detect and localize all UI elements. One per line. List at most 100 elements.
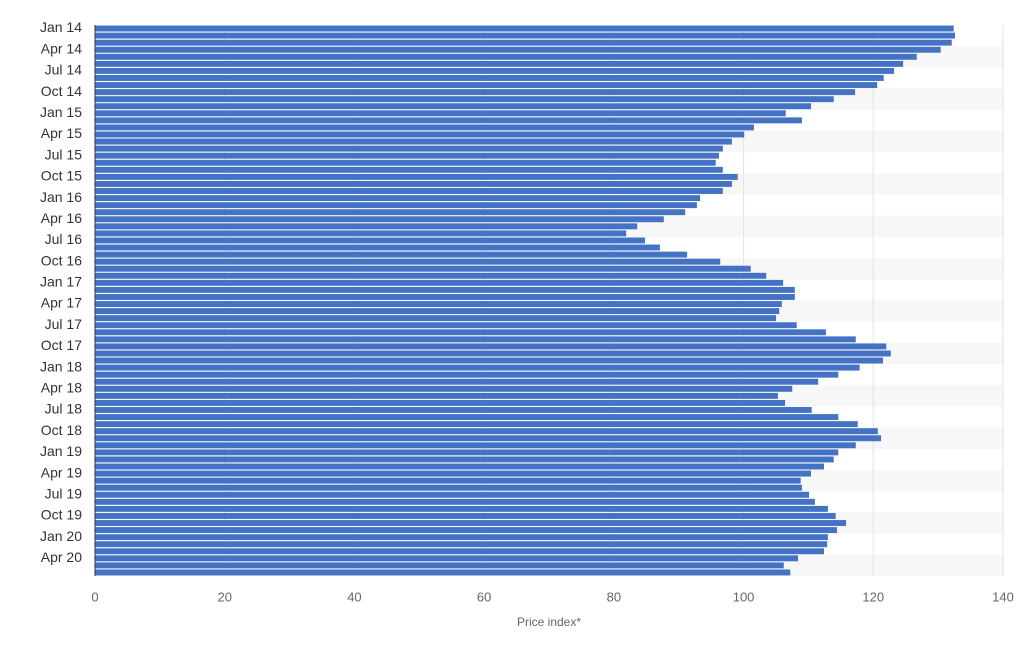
- bar: [95, 209, 686, 216]
- y-tick-label: Apr 15: [41, 125, 82, 141]
- x-tick-label: 0: [91, 589, 98, 604]
- y-tick-label: Jan 18: [40, 358, 82, 374]
- bar: [95, 53, 917, 60]
- y-tick-label: Jul 17: [45, 316, 83, 332]
- bar: [95, 138, 732, 145]
- y-tick-label: Apr 14: [41, 40, 82, 56]
- bar: [95, 124, 754, 131]
- bar: [95, 357, 884, 364]
- y-tick-label: Apr 19: [41, 464, 82, 480]
- bar: [95, 421, 858, 428]
- bar: [95, 449, 839, 456]
- bar: [95, 258, 721, 265]
- y-tick-label: Jul 15: [45, 146, 83, 162]
- bar: [95, 343, 887, 350]
- x-tick-label: 100: [733, 589, 755, 604]
- y-tick-label: Jan 17: [40, 274, 82, 290]
- y-tick-label: Jan 16: [40, 189, 82, 205]
- bar: [95, 195, 701, 202]
- y-tick-label: Apr 17: [41, 295, 82, 311]
- bar: [95, 378, 819, 385]
- bar: [95, 75, 884, 81]
- bar: [95, 188, 723, 194]
- x-tick-label: 140: [992, 589, 1014, 604]
- y-tick-label: Jul 14: [45, 62, 83, 78]
- bar: [95, 414, 839, 421]
- bar: [95, 527, 837, 534]
- bar: [95, 534, 828, 541]
- bar: [95, 67, 895, 74]
- x-tick-label: 120: [862, 589, 884, 604]
- bar: [95, 110, 786, 117]
- bar: [95, 350, 891, 357]
- bar: [95, 244, 660, 251]
- bar: [95, 103, 812, 110]
- bar: [95, 463, 824, 470]
- bar: [95, 89, 856, 96]
- y-tick-label: Jan 14: [40, 19, 82, 35]
- y-tick-label: Apr 16: [41, 210, 82, 226]
- x-tick-label: 40: [347, 589, 361, 604]
- x-tick-label: 80: [607, 589, 621, 604]
- y-tick-label: Apr 20: [41, 549, 82, 565]
- bar: [95, 470, 812, 477]
- bar: [95, 216, 664, 223]
- bar: [95, 435, 882, 442]
- bar: [95, 152, 719, 159]
- bar: [95, 505, 828, 512]
- y-tick-label: Oct 16: [41, 252, 82, 268]
- bar: [95, 145, 723, 152]
- y-tick-label: Jan 20: [40, 528, 82, 544]
- y-tick-label: Oct 15: [41, 168, 82, 184]
- bar: [95, 173, 738, 180]
- bar: [95, 166, 723, 173]
- bar: [95, 484, 802, 491]
- bar: [95, 520, 847, 526]
- y-tick-label: Jan 15: [40, 104, 82, 120]
- y-tick-label: Jul 18: [45, 401, 83, 417]
- bar: [95, 541, 828, 548]
- bar: [95, 46, 941, 53]
- bar: [95, 96, 834, 103]
- y-tick-label: Jan 19: [40, 443, 82, 459]
- bar: [95, 407, 812, 413]
- bar: [95, 131, 745, 138]
- bar: [95, 364, 860, 371]
- bar: [95, 237, 645, 244]
- bar: [95, 399, 786, 406]
- y-tick-label: Jul 19: [45, 485, 83, 501]
- bar: [95, 371, 839, 378]
- bar: [95, 117, 802, 124]
- bar: [95, 456, 834, 463]
- x-tick-label: 60: [477, 589, 491, 604]
- bar: [95, 442, 856, 449]
- bar: [95, 336, 856, 343]
- bar: [95, 555, 799, 562]
- bar: [95, 562, 784, 569]
- bar: [95, 512, 836, 519]
- bar: [95, 286, 795, 293]
- bar: [95, 223, 638, 230]
- bar: [95, 279, 784, 286]
- bar: [95, 322, 797, 329]
- bar: [95, 294, 795, 300]
- bar: [95, 385, 793, 392]
- bar: [95, 428, 878, 435]
- y-tick-label: Jul 16: [45, 231, 83, 247]
- bar: [95, 329, 826, 336]
- x-axis-title: Price index*: [517, 615, 581, 629]
- y-tick-label: Oct 14: [41, 83, 82, 99]
- y-tick-label: Oct 18: [41, 422, 82, 438]
- bar: [95, 60, 904, 67]
- bar: [95, 202, 697, 209]
- bar: [95, 392, 778, 399]
- bar: [95, 32, 956, 39]
- y-tick-label: Apr 18: [41, 380, 82, 396]
- bar: [95, 498, 815, 505]
- bar: [95, 301, 782, 307]
- bar: [95, 569, 791, 576]
- bar: [95, 491, 810, 498]
- bar: [95, 251, 688, 258]
- bar: [95, 265, 751, 272]
